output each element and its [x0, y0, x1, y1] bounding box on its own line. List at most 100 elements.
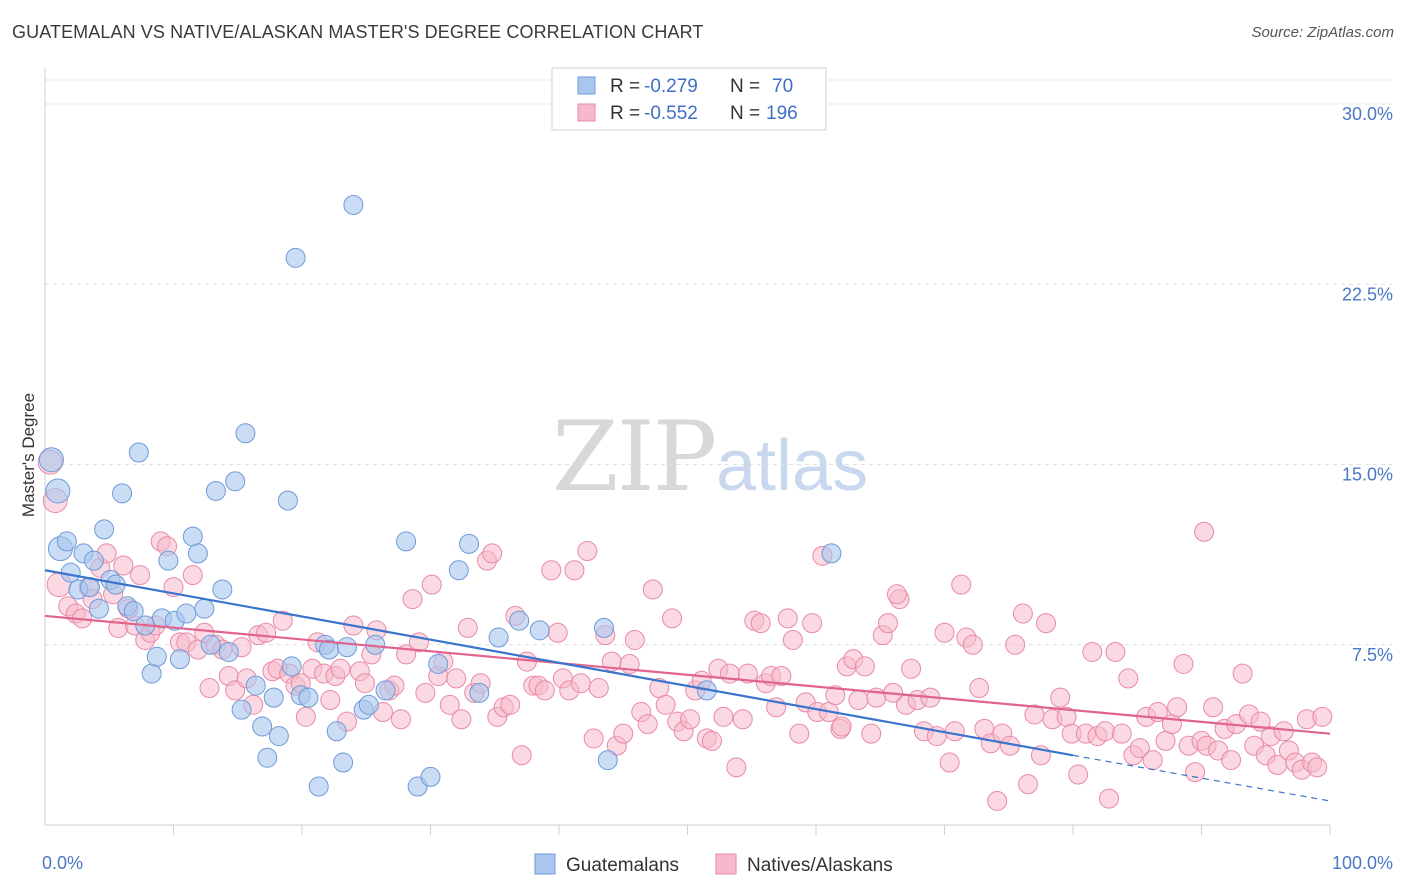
guatemalan-point-34: [235, 423, 256, 444]
guatemalan-point-39: [268, 726, 289, 747]
native-point-153: [951, 574, 972, 595]
native-point-24: [182, 565, 203, 586]
native-point-162: [1005, 634, 1026, 655]
native-point-100: [637, 714, 658, 735]
guatemalan-point-55: [375, 680, 396, 701]
guatemalan-point-66: [593, 617, 614, 638]
guatemalan-point-63: [488, 627, 509, 648]
guatemalan-point-69: [821, 543, 842, 564]
native-point-43: [295, 706, 316, 727]
legend-swatch-natives: [577, 103, 596, 122]
native-point-178: [1105, 641, 1126, 662]
guatemalan-point-28: [200, 634, 221, 655]
guatemalan-point-50: [336, 637, 357, 658]
native-point-167: [1036, 613, 1057, 634]
native-point-141: [877, 613, 898, 634]
native-point-79: [511, 745, 532, 766]
guatemalan-point-45: [308, 776, 329, 797]
y-axis-label: Master's Degree: [19, 393, 38, 517]
guatemalan-point-40: [277, 490, 298, 511]
native-point-27: [199, 678, 220, 699]
guatemalan-point-3: [56, 531, 77, 552]
native-point-36: [256, 622, 277, 643]
native-point-88: [564, 560, 585, 581]
native-point-47: [320, 690, 341, 711]
y-tick-label-3: 30.0%: [1342, 104, 1393, 124]
native-point-187: [1161, 714, 1182, 735]
native-point-101: [642, 579, 663, 600]
guatemalan-point-62: [469, 682, 490, 703]
native-point-59: [390, 709, 411, 730]
native-point-132: [825, 685, 846, 706]
native-point-180: [1118, 668, 1139, 689]
native-point-156: [969, 678, 990, 699]
guatemalan-point-32: [225, 471, 246, 492]
guatemalan-point-0: [38, 447, 64, 473]
native-point-113: [713, 706, 734, 727]
native-point-68: [446, 668, 467, 689]
legend-n-label-1: N =: [730, 76, 760, 97]
native-point-39: [272, 610, 293, 631]
guatemalan-point-42: [285, 247, 306, 268]
guatemalan-point-37: [257, 747, 278, 768]
guatemalan-point-26: [187, 543, 208, 564]
watermark-zip: ZIP: [552, 401, 715, 513]
native-point-212: [1307, 757, 1328, 778]
watermark-atlas: atlas: [716, 426, 868, 506]
native-point-89: [570, 673, 591, 694]
native-point-12: [113, 555, 134, 576]
native-point-111: [701, 730, 722, 751]
native-point-61: [402, 589, 423, 610]
guatemalan-point-31: [218, 641, 239, 662]
guatemalan-point-59: [428, 653, 449, 674]
legend-r-value-2: -0.552: [644, 103, 698, 124]
guatemalan-point-27: [194, 598, 215, 619]
native-point-77: [500, 694, 521, 715]
legend-r-label-1: R =: [610, 76, 640, 97]
native-point-98: [624, 629, 645, 650]
guatemalan-point-19: [146, 646, 167, 667]
guatemalan-point-49: [333, 752, 354, 773]
native-point-164: [1018, 774, 1039, 795]
guatemalan-point-53: [358, 694, 379, 715]
native-point-70: [457, 617, 478, 638]
native-point-64: [421, 574, 442, 595]
guatemalan-point-60: [448, 560, 469, 581]
native-point-84: [541, 560, 562, 581]
native-point-188: [1167, 697, 1188, 718]
guatemalan-point-64: [509, 610, 530, 631]
native-point-169: [1050, 687, 1071, 708]
series-label-natives: Natives/Alaskans: [747, 855, 893, 876]
guatemalan-point-16: [128, 442, 149, 463]
guatemalan-point-58: [420, 766, 441, 787]
native-point-163: [1012, 603, 1033, 624]
guatemalan-point-13: [112, 483, 133, 504]
guatemalan-point-56: [396, 531, 417, 552]
native-point-199: [1232, 663, 1253, 684]
native-point-15: [130, 565, 151, 586]
native-point-189: [1173, 653, 1194, 674]
native-point-194: [1203, 697, 1224, 718]
legend-n-label-2: N =: [730, 103, 760, 124]
watermark: ZIP atlas: [552, 401, 868, 513]
native-point-145: [901, 658, 922, 679]
guatemalan-point-21: [158, 550, 179, 571]
native-point-137: [854, 656, 875, 677]
native-point-172: [1068, 764, 1089, 785]
legend-r-label-2: R =: [610, 103, 640, 124]
guatemalan-point-30: [212, 579, 233, 600]
native-point-197: [1221, 750, 1242, 771]
native-point-103: [655, 694, 676, 715]
guatemalan-point-51: [343, 194, 364, 215]
native-point-186: [1155, 730, 1176, 751]
guatemalan-point-65: [529, 620, 550, 641]
guatemalan-trend-line: [44, 569, 1074, 757]
native-point-128: [802, 613, 823, 634]
native-alaskan-points: [37, 449, 1333, 811]
guatemalan-point-24: [176, 603, 197, 624]
native-point-125: [782, 629, 803, 650]
axis-layer: 7.5% 15.0% 22.5% 30.0% 0.0% 100.0%: [42, 68, 1393, 873]
guatemalan-point-15: [123, 601, 144, 622]
native-point-159: [987, 790, 1008, 811]
